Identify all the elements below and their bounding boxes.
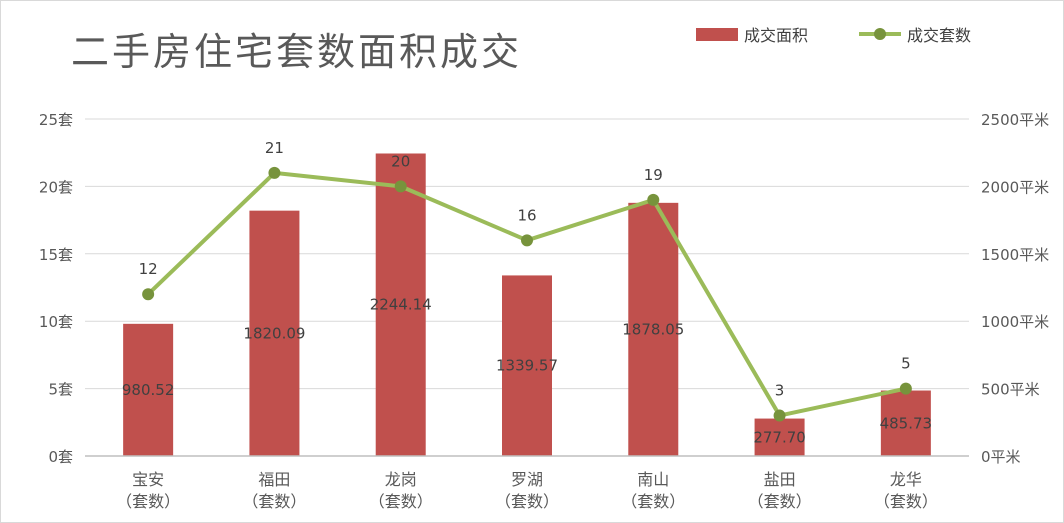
bar-data-label: 1339.57 [496, 357, 558, 375]
x-category-label: （套数） [495, 492, 559, 511]
y-left-tick-label: 10套 [39, 313, 73, 331]
bar-area [249, 210, 300, 456]
line-point [899, 382, 912, 395]
line-data-label: 12 [139, 260, 158, 278]
legend-item-count: 成交套数 [859, 21, 971, 47]
bar-data-label: 485.73 [880, 414, 933, 432]
legend-label-count: 成交套数 [907, 26, 972, 45]
x-category-label: 龙岗 [385, 470, 417, 489]
x-category-label: （套数） [874, 492, 938, 511]
x-category-label: 宝安 [132, 470, 164, 489]
bar-area [123, 323, 174, 456]
line-point [773, 409, 786, 422]
y-right-tick-label: 500平米 [981, 381, 1040, 399]
bar-area [502, 275, 552, 456]
y-right-tick-label: 0平米 [981, 448, 1021, 466]
bar-area [754, 418, 805, 456]
line-point [142, 288, 155, 301]
x-category-label: （套数） [748, 492, 812, 511]
y-left-tick-label: 0套 [48, 448, 73, 466]
y-left-tick-label: 5套 [48, 381, 73, 399]
x-category-label: （套数） [116, 492, 180, 511]
line-data-label: 16 [517, 206, 536, 224]
legend-label-area: 成交面积 [744, 26, 809, 45]
y-left-tick-label: 20套 [39, 178, 73, 196]
y-left-tick-label: 15套 [39, 246, 73, 264]
line-data-label: 21 [265, 139, 284, 157]
legend-item-area: 成交面积 [696, 21, 808, 47]
line-data-label: 20 [391, 152, 410, 170]
y-right-tick-label: 1500平米 [981, 246, 1049, 264]
x-category-label: 罗湖 [511, 470, 543, 489]
bar-area [628, 202, 679, 456]
bar-area [375, 153, 426, 456]
line-point [394, 180, 407, 193]
x-category-label: （套数） [621, 492, 685, 511]
x-category-label: 福田 [258, 470, 290, 489]
x-category-label: 南山 [637, 470, 669, 489]
bar-area [880, 390, 931, 456]
x-category-label: 龙华 [890, 470, 922, 489]
line-point [647, 193, 660, 206]
bar-data-label: 2244.14 [370, 296, 432, 314]
line-data-label: 19 [644, 166, 663, 184]
chart-title: 二手房住宅套数面积成交 [71, 30, 523, 74]
bar-data-label: 1820.09 [243, 324, 305, 342]
x-category-label: （套数） [369, 492, 433, 511]
line-point [521, 234, 533, 247]
line-point [268, 166, 281, 179]
y-right-tick-label: 2500平米 [981, 111, 1049, 129]
legend-bar-swatch [696, 27, 738, 41]
y-left-tick-label: 25套 [39, 111, 73, 129]
line-data-label: 5 [901, 355, 911, 373]
bar-data-label: 277.70 [753, 428, 806, 446]
y-right-tick-label: 1000平米 [981, 313, 1049, 331]
x-category-label: （套数） [242, 492, 306, 511]
x-category-label: 盐田 [764, 470, 796, 489]
legend-line-swatch [859, 27, 901, 41]
line-data-label: 3 [775, 382, 785, 400]
bar-data-label: 1878.05 [622, 320, 684, 338]
y-right-tick-label: 2000平米 [981, 178, 1049, 196]
bar-data-label: 980.52 [122, 381, 175, 399]
